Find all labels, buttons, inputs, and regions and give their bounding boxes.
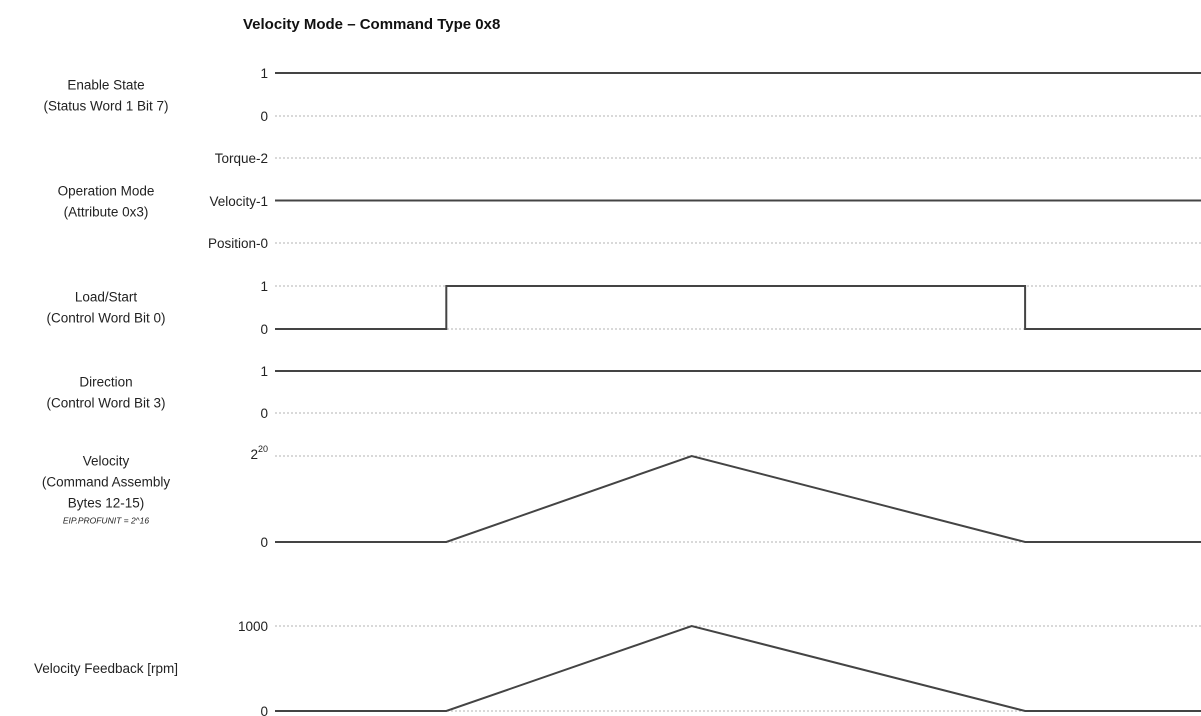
signal-label-line: Direction	[79, 375, 132, 390]
signal-row-operation-mode: Operation Mode (Attribute 0x3) Torque-2 Vel…	[58, 151, 1201, 251]
signal-label-line: Velocity	[83, 454, 130, 469]
signal-label-line: Load/Start	[75, 290, 138, 305]
signal-label-line: (Attribute 0x3)	[64, 205, 149, 220]
signal-row-direction: Direction (Control Word Bit 3) 1 0	[46, 364, 1201, 421]
level-label: 1	[260, 66, 268, 81]
level-label: 0	[260, 535, 268, 550]
level-label: 0	[260, 322, 268, 337]
signal-note: EIP.PROFUNIT = 2^16	[63, 516, 150, 526]
signal-label-line: Operation Mode	[58, 184, 155, 199]
signal-row-velocity-feedback: Velocity Feedback [rpm] 1000 0	[34, 619, 1201, 716]
signal-row-load-start: Load/Start (Control Word Bit 0) 1 0	[46, 279, 1201, 337]
level-label: 1	[260, 364, 268, 379]
signal-label-line: (Control Word Bit 3)	[46, 396, 165, 411]
signal-label-line: (Control Word Bit 0)	[46, 311, 165, 326]
signal-trace-velocity-command	[275, 454, 1201, 543]
level-label: Velocity-1	[209, 194, 268, 209]
diagram-title: Velocity Mode – Command Type 0x8	[243, 16, 500, 33]
signal-label-line: Velocity Feedback [rpm]	[34, 661, 178, 676]
signal-label-line: Enable State	[67, 78, 144, 93]
signal-row-enable-state: Enable State (Status Word 1 Bit 7) 1 0	[43, 66, 1201, 124]
signal-row-velocity-command: Velocity (Command Assembly Bytes 12-15) EIP…	[42, 444, 1201, 550]
level-label: 220	[250, 444, 268, 462]
signal-rows: Enable State (Status Word 1 Bit 7) 1 0 Opera…	[34, 66, 1201, 716]
signal-label-line: (Command Assembly	[42, 475, 171, 490]
signal-label-line: Bytes 12-15)	[68, 496, 145, 511]
signal-label-line: (Status Word 1 Bit 7)	[43, 99, 168, 114]
level-label: 1000	[238, 619, 268, 634]
level-label: 0	[260, 704, 268, 716]
level-label: Position-0	[208, 236, 268, 251]
level-label: 0	[260, 109, 268, 124]
signal-trace-load-start	[275, 285, 1201, 330]
level-label: 1	[260, 279, 268, 294]
level-label: Torque-2	[215, 151, 268, 166]
signal-trace-velocity-feedback	[275, 624, 1201, 712]
level-label: 0	[260, 406, 268, 421]
